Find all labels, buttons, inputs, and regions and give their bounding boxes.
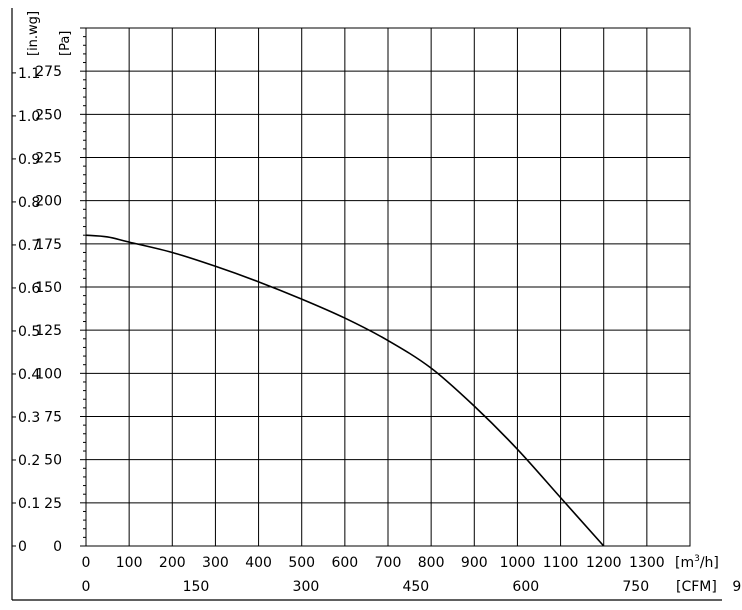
m3h-tick-label: 600 bbox=[331, 555, 358, 571]
m3h-tick-label: 100 bbox=[116, 555, 143, 571]
m3h-tick-label: 500 bbox=[288, 555, 315, 571]
pa-tick-label: 175 bbox=[35, 237, 62, 253]
m3h-tick-label: 0 bbox=[82, 555, 91, 571]
cfm-tick-label: 150 bbox=[183, 579, 210, 595]
m3h-tick-label: 700 bbox=[375, 555, 402, 571]
m3h-tick-label: 1300 bbox=[629, 555, 665, 571]
pa-tick-label: 150 bbox=[35, 280, 62, 296]
in-wg-tick-labels: 0 0.1 0.2 0.3 0.4 0.5 0.6 0.7 0.8 0.9 1.0 1.1 bbox=[18, 66, 40, 555]
m3h-tick-label: 300 bbox=[202, 555, 229, 571]
in-wg-tick-label: 1.1 bbox=[18, 66, 40, 82]
m3h-axis-label: [m3/h] bbox=[675, 554, 719, 571]
m3h-tick-label: 1000 bbox=[500, 555, 536, 571]
cfm-tick-label: 750 bbox=[622, 579, 649, 595]
grid-lines bbox=[85, 27, 691, 547]
m3h-tick-label: 200 bbox=[159, 555, 186, 571]
cfm-axis-label: [CFM] bbox=[676, 579, 717, 595]
pa-tick-label: 225 bbox=[35, 151, 62, 167]
pa-tick-label: 50 bbox=[44, 453, 62, 469]
cfm-tick-labels: 01503004506007509001050 bbox=[82, 579, 742, 595]
in-wg-tick-label: 0.2 bbox=[18, 453, 40, 469]
in-wg-tick-label: 0.4 bbox=[18, 367, 40, 383]
m3h-tick-label: 1200 bbox=[586, 555, 622, 571]
chart-frame bbox=[11, 8, 722, 601]
cfm-tick-label: 900 bbox=[732, 579, 742, 595]
cfm-tick-label: 600 bbox=[512, 579, 539, 595]
pa-tick-label: 100 bbox=[35, 366, 62, 382]
pa-tick-labels: 0 25 50 75 100 125 150 175 200 225 250 275 bbox=[35, 64, 62, 555]
pa-tick-label: 250 bbox=[35, 107, 62, 123]
in-wg-tick-label: 1.0 bbox=[18, 109, 40, 125]
in-wg-tick-label: 0.1 bbox=[18, 496, 40, 512]
in-wg-tick-label: 0.6 bbox=[18, 281, 40, 297]
m3h-tick-label: 400 bbox=[245, 555, 272, 571]
m3h-tick-label: 1100 bbox=[543, 555, 579, 571]
pa-tick-label: 75 bbox=[44, 410, 62, 426]
in-wg-tick-label: 0.5 bbox=[18, 324, 40, 340]
in-wg-tick-label: 0.3 bbox=[18, 410, 40, 426]
y-axis-minor-ticks bbox=[12, 27, 86, 547]
cfm-tick-label: 450 bbox=[402, 579, 429, 595]
performance-curve-group bbox=[85, 234, 605, 547]
in-wg-tick-label: 0.8 bbox=[18, 195, 40, 211]
pa-tick-label: 200 bbox=[35, 194, 62, 210]
cfm-tick-label: 0 bbox=[82, 579, 91, 595]
m3h-tick-label: 900 bbox=[461, 555, 488, 571]
m3h-tick-label: 800 bbox=[418, 555, 445, 571]
in-wg-tick-label: 0.9 bbox=[18, 152, 40, 168]
pa-tick-label: 25 bbox=[44, 496, 62, 512]
in-wg-tick-label: 0 bbox=[18, 539, 27, 555]
in-wg-tick-label: 0.7 bbox=[18, 238, 40, 254]
performance-curve bbox=[85, 234, 605, 547]
pa-axis-label: [Pa] bbox=[58, 31, 73, 56]
pa-tick-label: 0 bbox=[53, 539, 62, 555]
m3h-tick-labels: 0 100 200 300 400 500 600 700 800 900 1000 1100 1200… bbox=[82, 555, 665, 571]
pa-tick-label: 275 bbox=[35, 64, 62, 80]
in-wg-axis-label: [in.wg] bbox=[26, 11, 41, 56]
pa-tick-label: 125 bbox=[35, 323, 62, 339]
cfm-tick-label: 300 bbox=[293, 579, 320, 595]
